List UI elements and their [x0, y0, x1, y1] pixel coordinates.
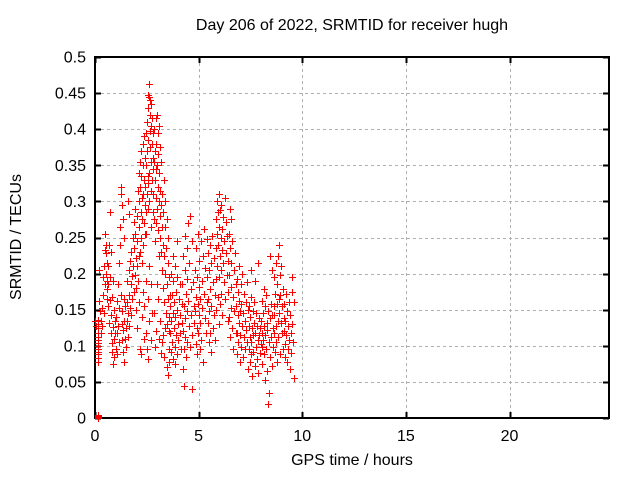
x-tick-label: 5	[194, 428, 203, 445]
x-tick-label: 10	[293, 428, 311, 445]
y-tick-label: 0.25	[55, 230, 86, 247]
chart-title: Day 206 of 2022, SRMTID for receiver hug…	[195, 17, 509, 34]
y-tick-label: 0	[77, 411, 86, 428]
y-tick-label: 0.15	[55, 302, 86, 319]
plot-border	[94, 56, 610, 419]
y-tick-label: 0.2	[64, 266, 86, 283]
x-tick-label: 15	[397, 428, 415, 445]
y-tick-label: 0.45	[55, 86, 86, 103]
grid-lines	[95, 57, 609, 418]
y-tick-label: 0.4	[64, 122, 86, 139]
y-tick-label: 0.1	[64, 338, 86, 355]
y-tick-label: 0.5	[64, 50, 86, 67]
y-tick-label: 0.05	[55, 374, 86, 391]
y-tick-label: 0.3	[64, 194, 86, 211]
y-tick-label: 0.35	[55, 158, 86, 175]
x-axis-label: GPS time / hours	[291, 452, 413, 469]
x-tick-label: 0	[91, 428, 100, 445]
data-points	[92, 81, 298, 422]
x-tick-label: 20	[501, 428, 519, 445]
